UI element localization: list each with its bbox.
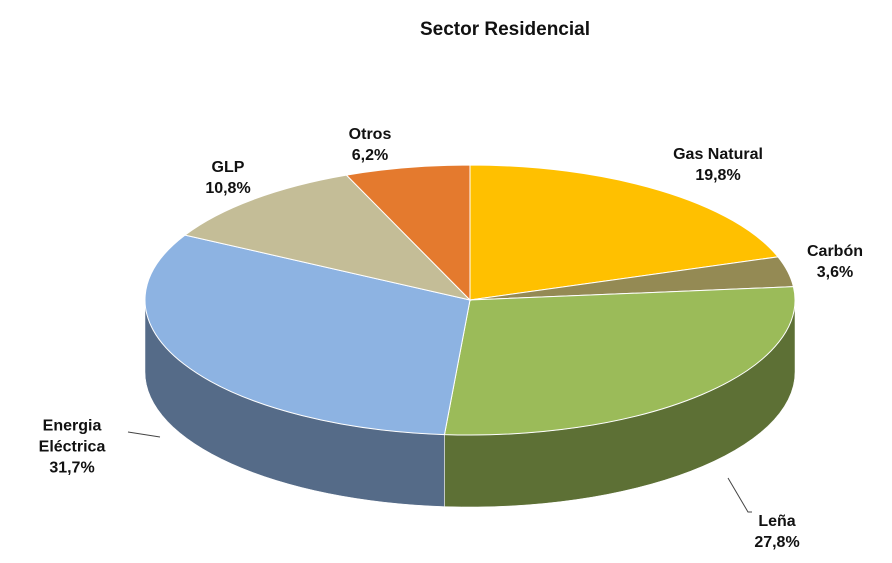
slice: [443, 286, 796, 436]
slice-name: Gas Natural: [673, 146, 763, 163]
slice-name: Carbón: [807, 243, 863, 260]
slice-value: 27,8%: [754, 534, 800, 551]
slice-value: 19,8%: [695, 167, 741, 184]
slice-label: Energia Eléctrica 31,7%: [27, 416, 117, 479]
leader-line: [127, 431, 161, 438]
slice-value: 10,8%: [205, 180, 251, 197]
slice-name: Leña: [758, 513, 796, 530]
slice: [144, 234, 471, 436]
slice-label: Otros 6,2%: [349, 124, 392, 166]
slice-label: Leña 27,8%: [754, 511, 799, 553]
slice-value: 3,6%: [816, 264, 854, 281]
slice-name: Otros: [348, 126, 392, 143]
slice: [345, 164, 471, 302]
chart-title: Sector Residencial: [419, 19, 591, 40]
slice-label: Carbón 3,6%: [807, 241, 863, 283]
slice: [183, 174, 472, 301]
slice: [469, 164, 779, 301]
slice-label: GLP 10,8%: [205, 157, 250, 199]
leader-line: [727, 477, 752, 513]
slice-value: 6,2%: [351, 147, 389, 164]
slice-name: GLP: [211, 159, 245, 176]
slice-name: Energia Eléctrica: [38, 417, 106, 456]
slice-label: Gas Natural 19,8%: [673, 144, 763, 186]
slice-value: 31,7%: [49, 459, 95, 477]
